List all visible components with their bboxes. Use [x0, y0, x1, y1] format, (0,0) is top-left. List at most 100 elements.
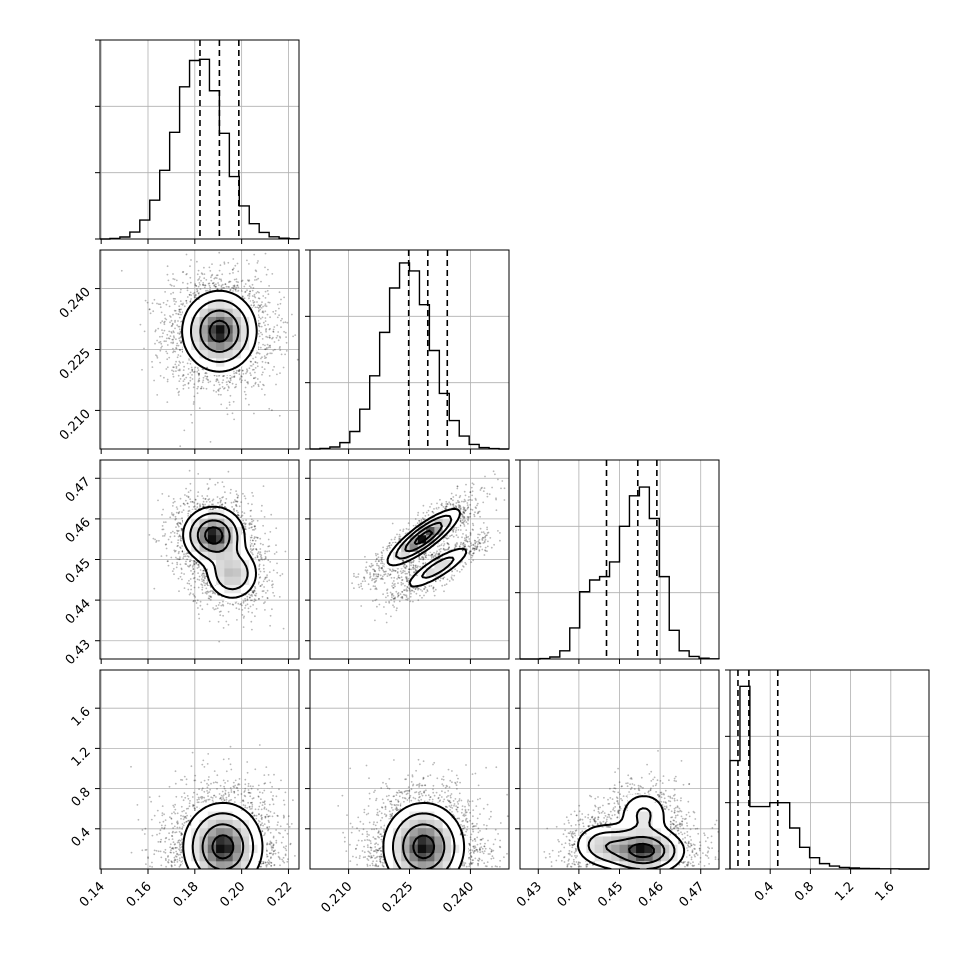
density-pixel: [199, 349, 209, 359]
density-pixel: [191, 332, 201, 342]
sample-point: [263, 368, 266, 370]
sample-point: [165, 543, 168, 546]
sample-point: [174, 350, 177, 353]
sample-point: [182, 384, 185, 387]
sample-point: [233, 284, 236, 287]
sample-point: [196, 367, 199, 369]
sample-point: [235, 372, 238, 374]
sample-point: [253, 377, 255, 380]
sample-point: [166, 560, 169, 563]
density-pixel: [182, 324, 192, 334]
sample-point: [183, 553, 185, 556]
sample-point: [222, 604, 225, 607]
sample-point: [268, 334, 271, 337]
sample-point: [247, 382, 249, 385]
sample-point: [216, 287, 219, 290]
sample-point: [170, 541, 173, 544]
sample-point: [250, 523, 252, 525]
sample-point: [198, 374, 200, 377]
sample-point: [251, 591, 254, 593]
sample-point: [235, 286, 238, 289]
sample-point: [225, 381, 228, 383]
sample-point: [203, 579, 205, 582]
sample-point: [259, 317, 262, 320]
sample-point: [189, 501, 192, 503]
sample-point: [258, 352, 261, 355]
sample-point: [223, 505, 226, 508]
sample-point: [272, 336, 274, 339]
sample-point: [217, 282, 220, 284]
sample-point: [201, 381, 204, 384]
density-pixel: [207, 299, 217, 309]
sample-point: [180, 567, 183, 570]
density-pixel: [191, 349, 201, 359]
sample-point: [221, 503, 224, 506]
sample-point: [171, 505, 174, 507]
sample-point: [282, 366, 285, 369]
sample-point: [194, 498, 197, 501]
sample-point: [159, 306, 162, 309]
sample-point: [196, 599, 199, 602]
sample-point: [280, 319, 282, 322]
sample-point: [260, 555, 262, 558]
sample-point: [181, 348, 184, 351]
sample-point: [227, 385, 230, 388]
sample-point: [241, 369, 244, 372]
sample-point: [173, 535, 176, 538]
sample-point: [209, 508, 212, 511]
sample-point: [209, 590, 211, 593]
sample-point: [269, 352, 272, 355]
sample-point: [258, 568, 260, 571]
sample-point: [179, 556, 181, 558]
sample-point: [198, 407, 201, 410]
sample-point: [161, 513, 163, 516]
sample-point: [187, 565, 189, 567]
sample-point: [200, 385, 203, 388]
sample-point: [251, 283, 254, 286]
sample-point: [198, 377, 201, 380]
sample-point: [191, 368, 194, 371]
sample-point: [260, 357, 262, 360]
sample-point: [237, 286, 240, 289]
sample-point: [226, 413, 229, 416]
sample-point: [224, 491, 226, 494]
sample-point: [266, 597, 269, 599]
sample-point: [177, 529, 180, 532]
sample-point: [222, 614, 225, 617]
sample-point: [179, 331, 182, 333]
sample-point: [225, 407, 228, 409]
sample-point: [206, 582, 209, 584]
sample-point: [194, 560, 196, 563]
sample-point: [258, 559, 261, 562]
sample-point: [294, 334, 297, 336]
sample-point: [258, 597, 260, 600]
sample-point: [193, 563, 196, 566]
sample-point: [249, 372, 252, 374]
sample-point: [265, 557, 267, 559]
sample-point: [205, 279, 208, 281]
sample-point: [156, 356, 159, 359]
sample-point: [189, 560, 191, 563]
sample-point: [266, 343, 269, 346]
sample-point: [170, 284, 173, 287]
sample-point: [273, 553, 276, 555]
sample-point: [197, 613, 200, 616]
sample-point: [272, 349, 275, 352]
sample-point: [194, 284, 197, 287]
sample-point: [250, 374, 252, 377]
sample-point: [234, 372, 237, 374]
sample-point: [269, 327, 271, 330]
sample-point: [252, 591, 255, 594]
sample-point: [203, 277, 206, 280]
sample-point: [212, 389, 215, 392]
sample-point: [188, 293, 191, 296]
sample-point: [173, 303, 176, 305]
sample-point: [220, 610, 222, 613]
sample-point: [248, 293, 250, 295]
sample-point: [186, 296, 189, 298]
sample-point: [187, 588, 190, 591]
sample-point: [253, 412, 255, 415]
density-pixel: [224, 299, 234, 309]
sample-point: [254, 383, 257, 385]
sample-point: [268, 550, 271, 552]
